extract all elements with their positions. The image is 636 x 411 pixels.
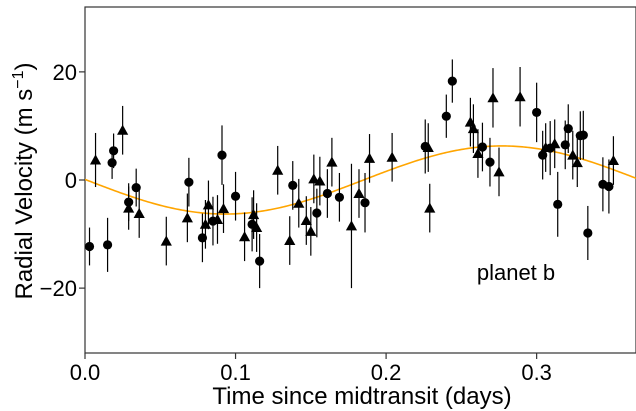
data-point-circle [107,158,117,168]
x-tick-label: 0.1 [220,360,251,385]
data-point-triangle [467,123,480,134]
data-point-circle [322,188,332,199]
x-tick-label: 0.0 [70,360,101,385]
data-point-circle [560,140,570,150]
data-point-triangle [248,209,260,220]
data-point-circle [84,241,95,252]
data-point-circle [334,192,345,202]
data-point-triangle [133,207,145,218]
planet-annotation: planet b [477,260,555,285]
data-point-circle [288,180,298,191]
data-point-circle [441,111,451,121]
data-point-circle [538,150,548,160]
data-point-triangle [89,154,102,165]
data-point-circle [124,197,134,207]
data-point-triangle [549,138,561,149]
plot-frame [84,6,636,354]
data-point-triangle [326,156,338,167]
data-point-circle [485,157,495,167]
data-point-triangle [571,157,583,168]
data-point-triangle [284,234,296,246]
data-point-circle [312,208,322,218]
data-point-circle [477,142,488,152]
data-point-triangle [123,202,135,213]
data-point-triangle [493,166,505,177]
data-point-triangle [217,203,230,214]
data-point-triangle [293,197,305,208]
y-tick-label: −20 [40,276,77,301]
data-point-circle [583,228,593,238]
data-point-circle [255,256,265,266]
data-point-triangle [607,154,620,166]
data-point-triangle [472,147,484,158]
data-point-circle [109,146,119,156]
y-tick-label: 0 [65,168,77,193]
y-axis-title-exponent: −1 [10,70,27,88]
data-point-triangle [540,141,552,153]
data-point-circle [532,107,542,118]
data-point-triangle [422,141,434,153]
data-point-triangle [300,214,312,226]
y-axis-title-close: ) [11,63,38,71]
data-point-circle [360,198,370,208]
data-point-circle [102,240,113,250]
y-axis-title: Radial Velocity (m s−1) [10,63,38,300]
data-point-triangle [386,151,398,162]
data-point-triangle [424,202,436,213]
y-tick-label: 20 [53,60,77,85]
data-point-circle [447,76,457,86]
data-point-triangle [211,213,224,224]
data-point-triangle [308,173,320,184]
data-point-circle [197,233,208,243]
data-point-triangle [238,231,251,242]
data-point-triangle [353,187,365,198]
data-point-triangle [272,164,284,175]
data-point-triangle [251,221,263,233]
data-point-triangle [305,225,317,236]
x-tick-label: 0.2 [371,360,402,385]
data-point-triangle [202,199,215,210]
data-point-circle [553,199,563,209]
data-point-triangle [567,149,579,160]
data-point-triangle [199,218,212,229]
data-point-circle [578,130,588,140]
data-point-circle [230,191,241,201]
data-point-triangle [117,124,129,135]
x-axis-title: Time since midtransit (days) [212,383,511,410]
data-point-triangle [345,220,358,231]
x-tick-label: 0.3 [521,360,552,385]
data-point-triangle [314,175,326,186]
data-point-circle [563,124,573,134]
data-point-triangle [514,91,526,102]
data-point-circle [131,182,141,193]
data-point-circle [184,177,194,187]
data-point-triangle [181,212,193,223]
data-point-circle [604,181,614,192]
data-point-circle [217,150,227,160]
data-point-triangle [363,152,376,163]
data-point-triangle [160,235,172,246]
data-point-triangle [487,92,499,103]
y-axis-title-main: Radial Velocity (m s [11,89,38,300]
